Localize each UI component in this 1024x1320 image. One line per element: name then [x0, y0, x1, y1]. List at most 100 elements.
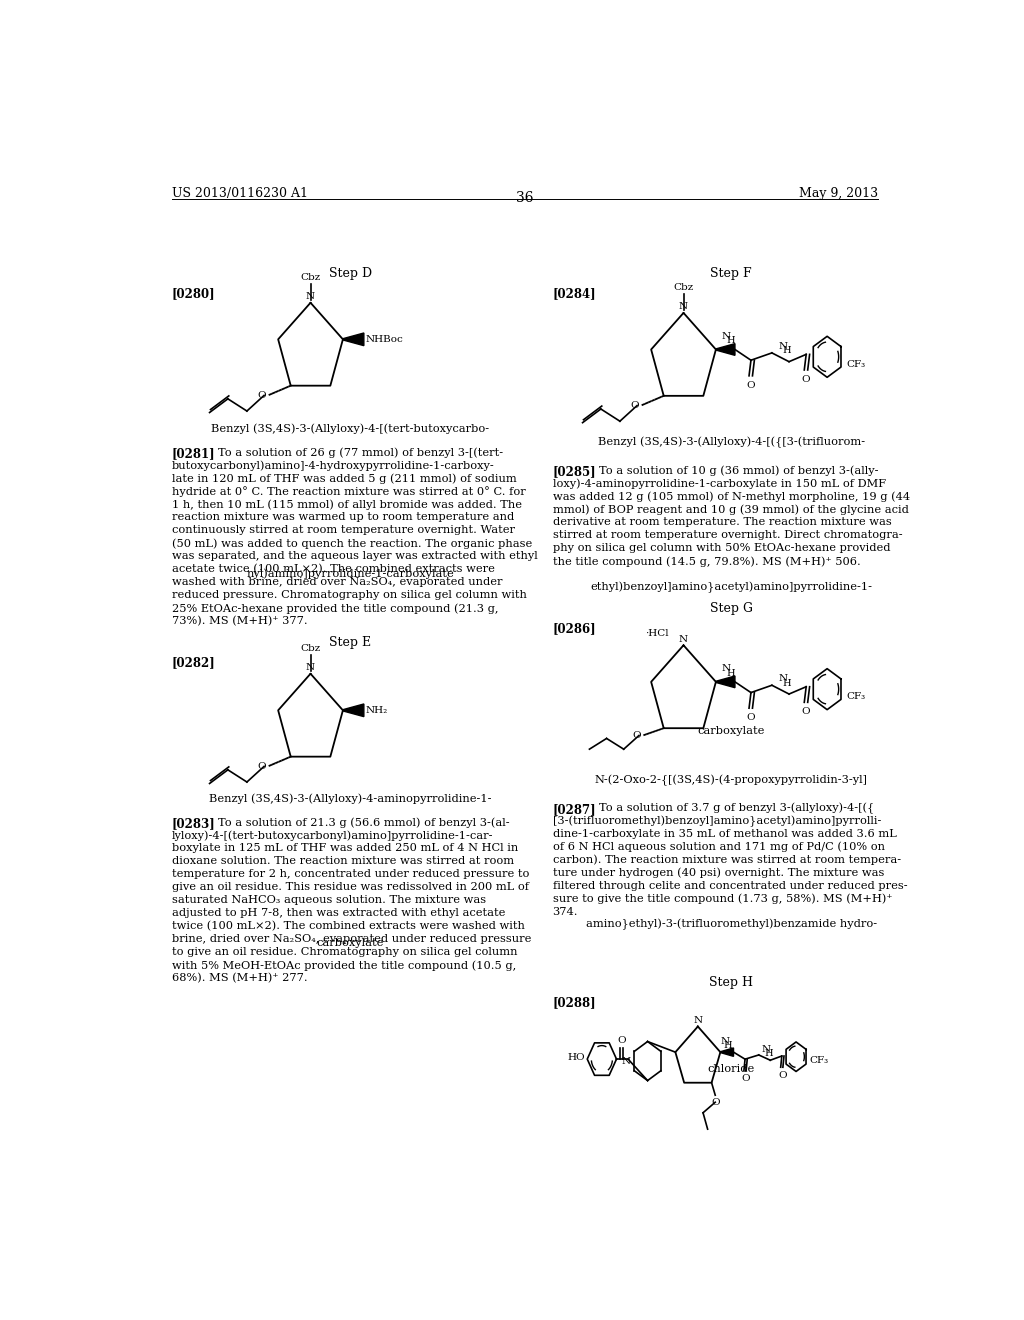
- Text: N-(2-Oxo-2-{[(3S,4S)-(4-propoxypyrrolidin-3-yl]: N-(2-Oxo-2-{[(3S,4S)-(4-propoxypyrrolidi…: [595, 775, 867, 785]
- Text: carboxylate: carboxylate: [697, 726, 765, 737]
- Text: H: H: [782, 346, 792, 355]
- Text: carbon). The reaction mixture was stirred at room tempera-: carbon). The reaction mixture was stirre…: [553, 855, 901, 866]
- Text: [0282]: [0282]: [172, 656, 215, 669]
- Text: O: O: [631, 401, 639, 411]
- Text: the title compound (14.5 g, 79.8%). MS (M+H)⁺ 506.: the title compound (14.5 g, 79.8%). MS (…: [553, 557, 860, 568]
- Text: O: O: [711, 1098, 720, 1107]
- Text: NHBoc: NHBoc: [366, 335, 403, 343]
- Text: (50 mL) was added to quench the reaction. The organic phase: (50 mL) was added to quench the reaction…: [172, 539, 531, 549]
- Text: [0284]: [0284]: [553, 288, 596, 301]
- Text: N: N: [778, 675, 787, 684]
- Text: ture under hydrogen (40 psi) overnight. The mixture was: ture under hydrogen (40 psi) overnight. …: [553, 867, 884, 878]
- Text: Cbz: Cbz: [300, 644, 321, 653]
- Polygon shape: [720, 1048, 733, 1056]
- Text: Step D: Step D: [329, 267, 372, 280]
- Text: carboxylate: carboxylate: [316, 939, 384, 948]
- Text: O: O: [741, 1074, 750, 1082]
- Text: 25% EtOAc-hexane provided the title compound (21.3 g,: 25% EtOAc-hexane provided the title comp…: [172, 603, 498, 614]
- Text: N: N: [722, 664, 731, 673]
- Text: 73%). MS (M+H)⁺ 377.: 73%). MS (M+H)⁺ 377.: [172, 616, 307, 627]
- Text: O: O: [746, 380, 755, 389]
- Text: N: N: [306, 663, 315, 672]
- Text: N: N: [778, 342, 787, 351]
- Text: continuously stirred at room temperature overnight. Water: continuously stirred at room temperature…: [172, 525, 515, 535]
- Text: lyloxy)-4-[(tert-butoxycarbonyl)amino]pyrrolidine-1-car-: lyloxy)-4-[(tert-butoxycarbonyl)amino]py…: [172, 830, 494, 841]
- Text: give an oil residue. This residue was redissolved in 200 mL of: give an oil residue. This residue was re…: [172, 882, 528, 892]
- Text: butoxycarbonyl)amino]-4-hydroxypyrrolidine-1-carboxy-: butoxycarbonyl)amino]-4-hydroxypyrrolidi…: [172, 461, 495, 471]
- Text: To a solution of 26 g (77 mmol) of benzyl 3-[(tert-: To a solution of 26 g (77 mmol) of benzy…: [218, 447, 503, 458]
- Text: [0285]: [0285]: [553, 466, 596, 478]
- Text: chloride: chloride: [708, 1064, 755, 1073]
- Text: late in 120 mL of THF was added 5 g (211 mmol) of sodium: late in 120 mL of THF was added 5 g (211…: [172, 473, 516, 483]
- Text: 374.: 374.: [553, 907, 579, 917]
- Text: N: N: [306, 292, 315, 301]
- Text: ·HCl: ·HCl: [645, 628, 669, 638]
- Text: O: O: [258, 762, 266, 771]
- Text: to give an oil residue. Chromatography on silica gel column: to give an oil residue. Chromatography o…: [172, 948, 517, 957]
- Text: acetate twice (100 mL×2). The combined extracts were: acetate twice (100 mL×2). The combined e…: [172, 564, 495, 574]
- Text: H: H: [724, 1040, 732, 1049]
- Text: reaction mixture was warmed up to room temperature and: reaction mixture was warmed up to room t…: [172, 512, 514, 523]
- Text: HO: HO: [567, 1052, 585, 1061]
- Text: CF₃: CF₃: [846, 692, 865, 701]
- Text: To a solution of 21.3 g (56.6 mmol) of benzyl 3-(al-: To a solution of 21.3 g (56.6 mmol) of b…: [218, 817, 509, 828]
- Text: dioxane solution. The reaction mixture was stirred at room: dioxane solution. The reaction mixture w…: [172, 857, 514, 866]
- Text: Step G: Step G: [710, 602, 753, 615]
- Text: O: O: [746, 713, 755, 722]
- Text: 1 h, then 10 mL (115 mmol) of allyl bromide was added. The: 1 h, then 10 mL (115 mmol) of allyl brom…: [172, 499, 521, 510]
- Text: derivative at room temperature. The reaction mixture was: derivative at room temperature. The reac…: [553, 517, 891, 528]
- Text: washed with brine, dried over Na₂SO₄, evaporated under: washed with brine, dried over Na₂SO₄, ev…: [172, 577, 502, 587]
- Text: reduced pressure. Chromatography on silica gel column with: reduced pressure. Chromatography on sili…: [172, 590, 526, 601]
- Text: N: N: [622, 1056, 631, 1065]
- Text: O: O: [617, 1036, 626, 1045]
- Text: phy on silica gel column with 50% EtOAc-hexane provided: phy on silica gel column with 50% EtOAc-…: [553, 544, 890, 553]
- Polygon shape: [343, 704, 364, 717]
- Text: adjusted to pH 7-8, then was extracted with ethyl acetate: adjusted to pH 7-8, then was extracted w…: [172, 908, 505, 919]
- Text: Benzyl (3S,4S)-3-(Allyloxy)-4-[({[3-(trifluorom-: Benzyl (3S,4S)-3-(Allyloxy)-4-[({[3-(tri…: [598, 437, 864, 449]
- Text: dine-1-carboxylate in 35 mL of methanol was added 3.6 mL: dine-1-carboxylate in 35 mL of methanol …: [553, 829, 896, 838]
- Text: O: O: [633, 731, 641, 741]
- Text: N: N: [679, 635, 688, 644]
- Text: H: H: [782, 678, 792, 688]
- Text: Step F: Step F: [711, 267, 752, 280]
- Text: was separated, and the aqueous layer was extracted with ethyl: was separated, and the aqueous layer was…: [172, 552, 538, 561]
- Text: 68%). MS (M+H)⁺ 277.: 68%). MS (M+H)⁺ 277.: [172, 973, 307, 983]
- Text: mmol) of BOP reagent and 10 g (39 mmol) of the glycine acid: mmol) of BOP reagent and 10 g (39 mmol) …: [553, 504, 908, 515]
- Text: US 2013/0116230 A1: US 2013/0116230 A1: [172, 187, 307, 199]
- Text: sure to give the title compound (1.73 g, 58%). MS (M+H)⁺: sure to give the title compound (1.73 g,…: [553, 894, 892, 904]
- Text: O: O: [778, 1071, 786, 1080]
- Text: amino}ethyl)-3-(trifluoromethyl)benzamide hydro-: amino}ethyl)-3-(trifluoromethyl)benzamid…: [586, 919, 877, 931]
- Text: H: H: [727, 668, 735, 677]
- Text: NH₂: NH₂: [366, 706, 388, 715]
- Text: brine, dried over Na₂SO₄, evaporated under reduced pressure: brine, dried over Na₂SO₄, evaporated und…: [172, 935, 531, 944]
- Text: [0280]: [0280]: [172, 288, 215, 301]
- Text: [3-(trifluoromethyl)benzoyl]amino}acetyl)amino]pyrrolli-: [3-(trifluoromethyl)benzoyl]amino}acetyl…: [553, 816, 881, 828]
- Text: twice (100 mL×2). The combined extracts were washed with: twice (100 mL×2). The combined extracts …: [172, 921, 524, 932]
- Text: [0288]: [0288]: [553, 995, 596, 1008]
- Text: stirred at room temperature overnight. Direct chromatogra-: stirred at room temperature overnight. D…: [553, 531, 902, 540]
- Text: was added 12 g (105 mmol) of N-methyl morpholine, 19 g (44: was added 12 g (105 mmol) of N-methyl mo…: [553, 491, 909, 502]
- Text: hydride at 0° C. The reaction mixture was stirred at 0° C. for: hydride at 0° C. The reaction mixture wa…: [172, 486, 525, 496]
- Text: H: H: [765, 1048, 773, 1057]
- Text: CF₃: CF₃: [846, 359, 865, 368]
- Text: Benzyl (3S,4S)-3-(Allyloxy)-4-[(tert-butoxycarbo-: Benzyl (3S,4S)-3-(Allyloxy)-4-[(tert-but…: [211, 424, 489, 434]
- Text: May 9, 2013: May 9, 2013: [799, 187, 878, 199]
- Text: O: O: [802, 375, 810, 384]
- Text: N: N: [722, 331, 731, 341]
- Text: [0286]: [0286]: [553, 622, 596, 635]
- Text: Step H: Step H: [710, 975, 753, 989]
- Text: ethyl)benzoyl]amino}acetyl)amino]pyrrolidine-1-: ethyl)benzoyl]amino}acetyl)amino]pyrroli…: [590, 582, 872, 593]
- Text: boxylate in 125 mL of THF was added 250 mL of 4 N HCl in: boxylate in 125 mL of THF was added 250 …: [172, 843, 518, 853]
- Text: O: O: [802, 708, 810, 717]
- Text: N: N: [721, 1038, 730, 1047]
- Text: 36: 36: [516, 191, 534, 205]
- Text: [0281]: [0281]: [172, 447, 215, 461]
- Polygon shape: [716, 676, 735, 688]
- Text: CF₃: CF₃: [810, 1056, 828, 1065]
- Text: O: O: [258, 391, 266, 400]
- Text: To a solution of 3.7 g of benzyl 3-(allyloxy)-4-[({: To a solution of 3.7 g of benzyl 3-(ally…: [599, 803, 873, 814]
- Text: saturated NaHCO₃ aqueous solution. The mixture was: saturated NaHCO₃ aqueous solution. The m…: [172, 895, 485, 906]
- Text: [0283]: [0283]: [172, 817, 215, 830]
- Text: To a solution of 10 g (36 mmol) of benzyl 3-(ally-: To a solution of 10 g (36 mmol) of benzy…: [599, 466, 879, 477]
- Text: nyl)amino]pyrrolidine-1-carboxylate: nyl)amino]pyrrolidine-1-carboxylate: [247, 569, 454, 579]
